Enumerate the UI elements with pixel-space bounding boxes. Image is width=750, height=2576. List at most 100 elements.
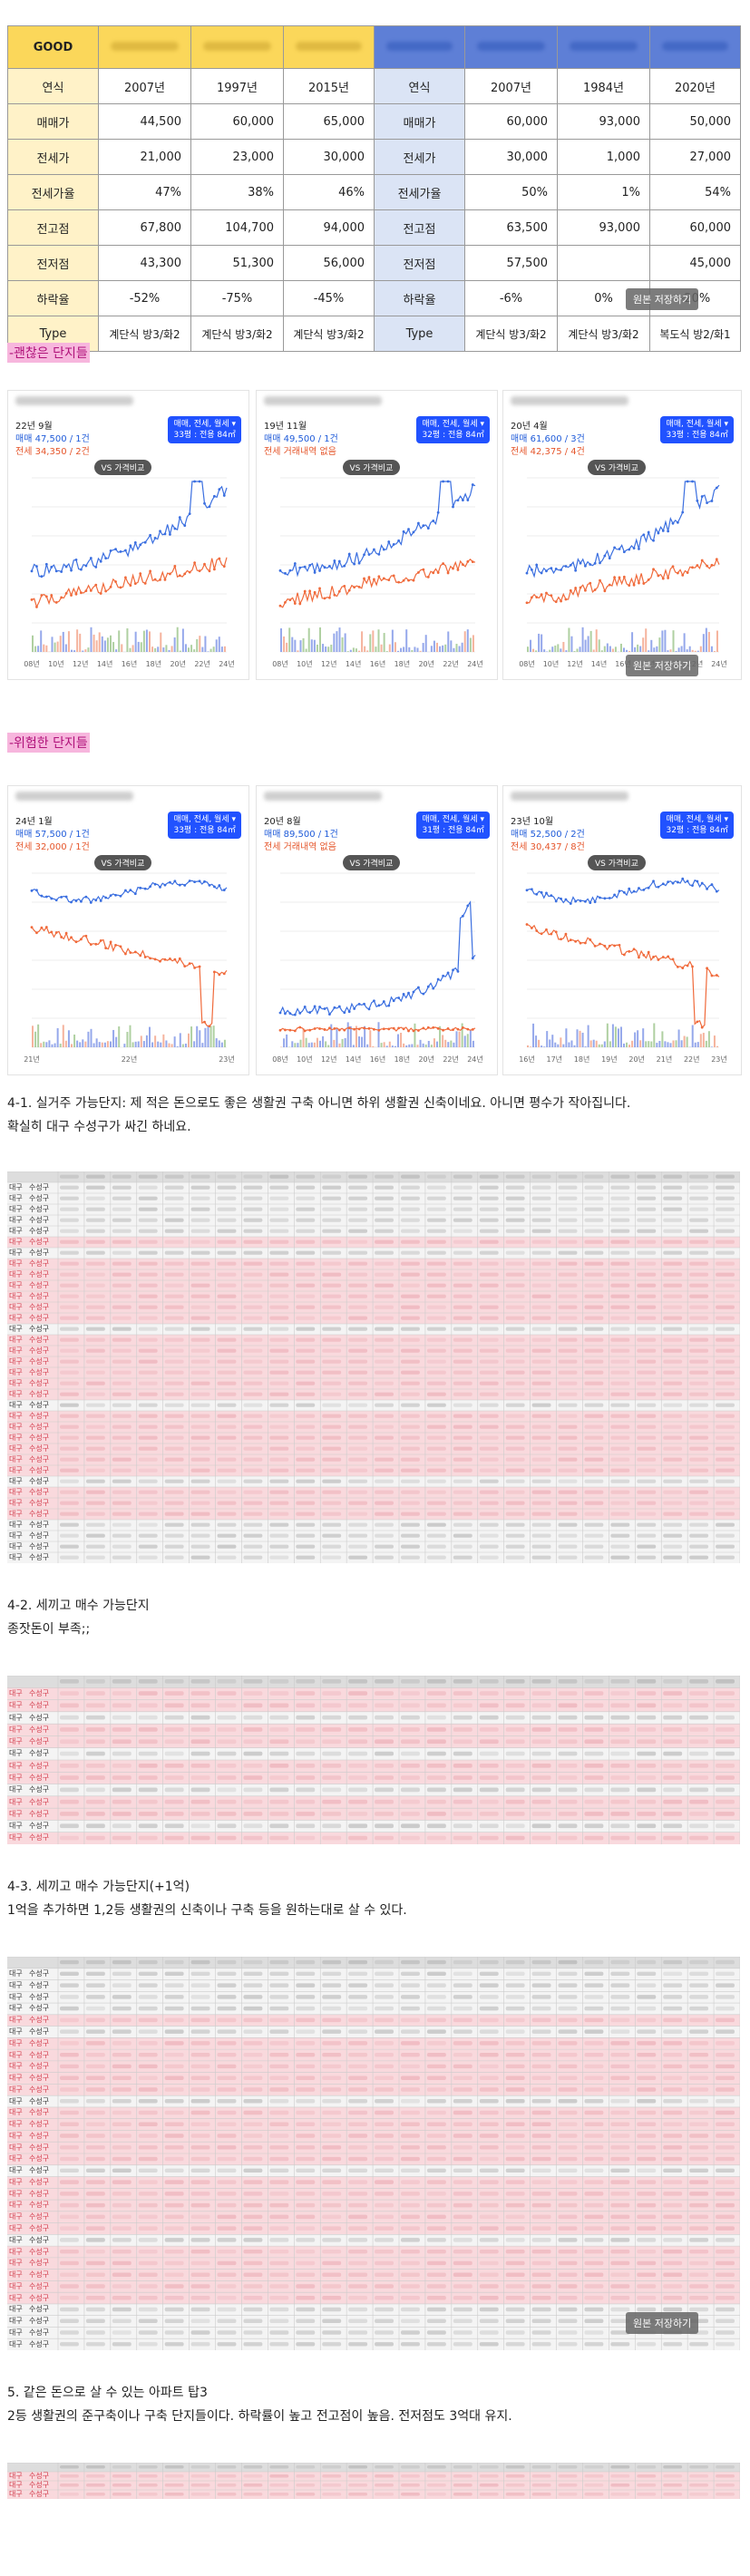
blurred-cell — [716, 1533, 735, 1538]
blurred-cell — [689, 2284, 709, 2289]
sheet-row — [7, 1378, 740, 1389]
blurred-cell — [716, 1261, 735, 1266]
blurred-cell — [322, 2099, 342, 2104]
chart-sale-price: 매매 49,500 / 1건 — [264, 434, 338, 444]
price-chart-panel[interactable]: 24년 1월 매매 57,500 / 1건 전세 32,000 / 1건 매매, 전세… — [7, 785, 249, 1075]
blurred-cell — [164, 1971, 184, 1977]
blurred-cell — [531, 1544, 551, 1549]
price-point — [417, 570, 420, 574]
trade-type-filter[interactable]: 매매, 전세, 월세 ▾ 33평 : 전용 84㎡ — [168, 416, 241, 443]
blurred-cell — [663, 1715, 683, 1720]
volume-bar — [669, 649, 672, 652]
blurred-cell — [716, 2156, 735, 2162]
blurred-cell — [296, 1370, 316, 1375]
blurred-cell — [505, 1250, 525, 1255]
blurred-cell — [584, 1763, 604, 1768]
volume-bar — [115, 1036, 118, 1047]
blurred-cell — [190, 1468, 210, 1473]
blurred-cell — [138, 1305, 158, 1309]
blurred-cell — [296, 2249, 316, 2254]
blurred-cell — [610, 1337, 630, 1342]
vs-compare-button[interactable]: VS 가격비교 — [588, 460, 646, 475]
volume-bar — [98, 1042, 101, 1047]
volume-bar — [414, 1023, 416, 1047]
blurred-cell — [453, 1812, 472, 1816]
blurred-cell — [505, 1283, 525, 1288]
price-point — [642, 889, 646, 891]
trade-type-filter[interactable]: 매매, 전세, 월세 ▾ 32평 : 전용 84㎡ — [416, 416, 490, 443]
save-original-badge[interactable]: 원본 저장하기 — [626, 288, 699, 310]
price-point — [313, 570, 317, 574]
volume-bar — [322, 1035, 325, 1047]
vs-compare-button[interactable]: VS 가격비교 — [93, 460, 152, 475]
blurred-cell — [689, 1501, 709, 1505]
price-chart-panel[interactable]: 22년 9월 매매 47,500 / 1건 전세 34,350 / 2건 매매, 전세… — [7, 390, 249, 680]
price-point — [417, 1029, 420, 1032]
volume-bar — [595, 1040, 598, 1047]
vs-compare-button[interactable]: VS 가격비교 — [342, 460, 401, 475]
volume-bar — [455, 1031, 458, 1047]
price-chart-panel[interactable]: 20년 4월 매매 61,600 / 3건 전세 42,375 / 4건 매매, 전세… — [502, 390, 742, 680]
blurred-cell — [190, 2099, 210, 2104]
blurred-cell — [689, 1468, 709, 1473]
trade-type-filter[interactable]: 매매, 전세, 월세 ▾ 33평 : 전용 84㎡ — [168, 812, 241, 839]
save-original-badge-3[interactable]: 원본 저장하기 — [626, 2312, 699, 2334]
blurred-cell — [401, 1294, 420, 1298]
volume-bar — [442, 1035, 444, 1047]
blurred-cell — [138, 2075, 158, 2080]
price-chart-panel[interactable]: 23년 10월 매매 52,500 / 2건 전세 30,437 / 8건 매매, 전… — [502, 785, 742, 1075]
blurred-cell — [637, 1678, 657, 1684]
blurred-cell — [426, 1691, 446, 1696]
vs-compare-button[interactable]: VS 가격비교 — [588, 855, 646, 870]
blurred-cell — [322, 2156, 342, 2162]
blurred-cell — [112, 1501, 131, 1505]
blurred-cell — [689, 2156, 709, 2162]
blurred-cell — [584, 2214, 604, 2220]
price-chart-panel[interactable]: 19년 11월 매매 49,500 / 1건 전세 거래내역 없음 매매, 전세, 월… — [256, 390, 498, 680]
sheet-row — [7, 2037, 740, 2050]
blurred-cell — [85, 1775, 105, 1780]
blurred-cell — [243, 2318, 263, 2324]
price-point — [392, 574, 395, 578]
trade-type-filter[interactable]: 매매, 전세, 월세 ▾ 33평 : 전용 84㎡ — [660, 416, 734, 443]
volume-bar — [667, 1042, 669, 1047]
blurred-cell — [375, 1229, 394, 1233]
blurred-cell — [584, 1261, 604, 1266]
trade-type-filter[interactable]: 매매, 전세, 월세 ▾ 31평 : 전용 84㎡ — [416, 812, 490, 839]
blurred-cell — [453, 2134, 472, 2138]
vs-compare-button[interactable]: VS 가격비교 — [93, 855, 152, 870]
blurred-cell — [637, 1703, 657, 1708]
blurred-cell — [269, 2238, 289, 2242]
volume-bar — [176, 1046, 179, 1047]
volume-bar — [322, 644, 325, 652]
blurred-cell — [479, 2474, 499, 2478]
blurred-cell — [138, 1294, 158, 1298]
blurred-cell — [60, 1174, 79, 1179]
sheet-district-cell: 수성구 — [29, 1822, 50, 1831]
blurred-cell — [269, 2006, 289, 2011]
blurred-cell — [243, 2342, 263, 2347]
row-label: 연식 — [374, 68, 465, 104]
price-point — [461, 1026, 464, 1029]
sheet-region-cell: 대구 — [9, 1749, 23, 1758]
blurred-cell — [348, 1392, 368, 1396]
section-bad-label: -위험한 단지들 — [7, 733, 90, 753]
blurred-cell — [453, 1555, 472, 1560]
price-chart-panel[interactable]: 20년 8월 매매 89,500 / 1건 전세 거래내역 없음 매매, 전세, 월세… — [256, 785, 498, 1075]
volume-bar — [560, 1037, 562, 1047]
price-point — [328, 565, 331, 568]
volume-bar — [592, 1039, 595, 1047]
trade-type-filter[interactable]: 매매, 전세, 월세 ▾ 32평 : 전용 84㎡ — [660, 812, 734, 839]
save-original-badge-2[interactable]: 원본 저장하기 — [626, 655, 699, 676]
blurred-cell — [637, 2238, 657, 2242]
price-point — [198, 965, 201, 968]
blurred-cell — [296, 1435, 316, 1440]
vs-compare-button[interactable]: VS 가격비교 — [342, 855, 401, 870]
blurred-cell — [375, 1261, 394, 1266]
blurred-cell — [479, 2202, 499, 2208]
blurred-cell — [269, 1751, 289, 1756]
blurred-cell — [584, 1739, 604, 1745]
blurred-cell — [689, 1239, 709, 1244]
blurred-cell — [164, 1479, 184, 1483]
blurred-cell — [322, 1501, 342, 1505]
